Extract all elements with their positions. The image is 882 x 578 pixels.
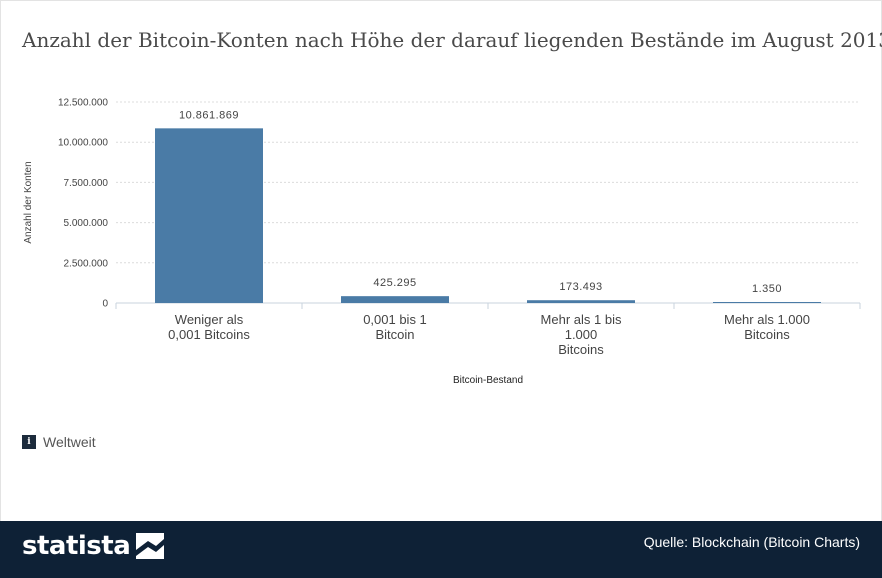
y-tick-label: 7.500.000 [64,178,109,189]
chart-title: Anzahl der Bitcoin-Konten nach Höhe der … [22,28,882,52]
bar[interactable] [341,296,449,303]
data-label: 173.493 [559,281,602,293]
footer-bar: statista Quelle: Blockchain (Bitcoin Cha… [0,521,882,578]
y-tick-label: 0 [102,299,108,310]
data-label: 10.861.869 [179,109,239,121]
statista-logo-icon [136,533,165,559]
bar[interactable] [155,128,263,303]
info-icon[interactable]: i [22,435,36,449]
x-category-label: 0,001 bis 1 Bitcoin [363,312,427,342]
source-text: Quelle: Blockchain (Bitcoin Charts) [643,534,860,550]
bar[interactable] [713,302,821,303]
y-tick-label: 5.000.000 [64,218,109,229]
region-note-text: Weltweit [43,434,96,450]
x-category-label: Mehr als 1.000 Bitcoins [724,312,810,342]
y-tick-label: 10.000.000 [58,138,108,149]
brand-wordmark: statista [22,531,131,561]
y-axis-label: Anzahl der Konten [23,161,34,243]
y-tick-label: 2.500.000 [64,258,109,269]
y-tick-label: 12.500.000 [58,98,108,109]
bar-chart: 0 2.500.000 5.000.000 7.500.000 10.000.000 12… [23,98,861,386]
x-axis-label: Bitcoin-Bestand [453,375,523,386]
statista-logo[interactable]: statista [22,531,165,561]
region-note[interactable]: i Weltweit [22,434,96,450]
x-category-label: Weniger als 0,001 Bitcoins [168,312,250,342]
data-label: 425.295 [373,277,416,289]
data-label: 1.350 [752,283,782,295]
x-category-label: Mehr als 1 bis 1.000 Bitcoins [541,312,622,357]
bar[interactable] [527,300,635,303]
